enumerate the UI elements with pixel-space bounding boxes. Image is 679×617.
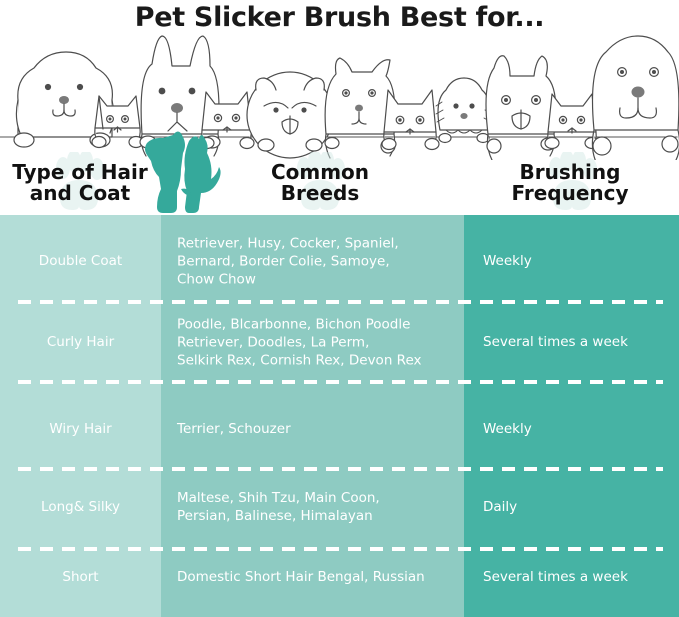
pet-pug-dog (246, 71, 334, 159)
cell-brushing-frequency: Several times a week (483, 569, 628, 586)
pet-illustration-band (0, 30, 679, 160)
pet-retriever-dog (591, 35, 679, 160)
column-heading-common-breeds: Common Breeds (230, 160, 410, 206)
cell-brushing-frequency: Daily (483, 499, 518, 516)
breeds-line: Selkirk Rex, Cornish Rex, Devon Rex (177, 351, 422, 368)
cell-common-breeds: Poodle, Blcarbonne, Bichon Poodle Retriev… (161, 316, 464, 369)
cell-common-breeds: Maltese, Shih Tzu, Main Coon, Persian, Ba… (161, 490, 464, 526)
pet-cat-3 (381, 89, 440, 151)
row-divider (18, 467, 663, 471)
cell-brushing-frequency: Weekly (483, 253, 532, 270)
cell-common-breeds: Retriever, Husy, Cocker, Spaniel, Bernard… (161, 235, 464, 288)
table-row[interactable]: Double Coat Retriever, Husy, Cocker, Span… (0, 232, 679, 292)
dog-and-cat-silhouette-icon (143, 125, 225, 217)
breeds-line: Retriever, Husy, Cocker, Spaniel, (177, 235, 399, 252)
cell-type-of-hair-and-coat: Double Coat (38, 253, 123, 270)
table-row[interactable]: Curly Hair Poodle, Blcarbonne, Bichon Poo… (0, 313, 679, 373)
heading-line-1: Type of Hair (12, 160, 148, 184)
heading-line-2: Frequency (511, 181, 629, 206)
heading-line-1: Common (270, 160, 370, 184)
breeds-line: Persian, Balinese, Himalayan (177, 508, 373, 524)
column-heading-brushing-frequency: Brushing Frequency (480, 160, 660, 206)
breeds-line: Bernard, Border Colie, Samoye, (177, 253, 390, 270)
cell-common-breeds: Terrier, Schouzer (161, 421, 464, 439)
pet-floppy-eared-dog (13, 51, 115, 148)
cell-type-of-hair-and-coat: Curly Hair (46, 334, 115, 351)
heading-line-2: and Coat (29, 181, 131, 206)
breeds-line: Chow Chow (177, 270, 256, 287)
cell-type-of-hair-and-coat: Long& Silky (41, 499, 120, 516)
pet-cat-4 (544, 93, 600, 150)
breeds-line: Domestic Short Hair Bengal, Russian (177, 569, 425, 586)
cell-brushing-frequency: Several times a week (483, 334, 628, 351)
breeds-line: Terrier, Schouzer (177, 421, 291, 438)
breeds-line: Retriever, Doodles, La Perm, (177, 334, 370, 351)
cell-type-of-hair-and-coat: Short (62, 569, 99, 586)
breeds-line: Poodle, Blcarbonne, Bichon Poodle (177, 316, 411, 333)
cell-common-breeds: Domestic Short Hair Bengal, Russian (161, 569, 464, 587)
pet-shih-tzu-dog (435, 77, 493, 144)
breeds-line: Maltese, Shih Tzu, Main Coon, (177, 490, 380, 507)
heading-line-2: Breeds (280, 181, 360, 206)
column-headings: Type of Hair and Coat Common Breeds Brus… (0, 131, 679, 215)
table-body: Double Coat Retriever, Husy, Cocker, Span… (0, 215, 679, 617)
table-row[interactable]: Long& Silky Maltese, Shih Tzu, Main Coon,… (0, 478, 679, 538)
cell-type-of-hair-and-coat: Wiry Hair (49, 421, 112, 438)
pet-tall-eared-dog (139, 35, 221, 157)
column-heading-type-of-hair-and-coat: Type of Hair and Coat (0, 160, 160, 206)
cell-brushing-frequency: Weekly (483, 421, 532, 438)
pet-coat-type-table: Double Coat Retriever, Husy, Cocker, Span… (0, 215, 679, 617)
heading-line-1: Brushing (519, 160, 621, 184)
page-title: Pet Slicker Brush Best for... (134, 2, 545, 33)
row-divider (18, 380, 663, 384)
pet-cat-1 (91, 95, 144, 149)
table-row[interactable]: Short Domestic Short Hair Bengal, Russian… (0, 548, 679, 608)
row-divider (18, 547, 663, 551)
table-row[interactable]: Wiry Hair Terrier, Schouzer Weekly (0, 400, 679, 460)
row-divider (18, 300, 663, 304)
